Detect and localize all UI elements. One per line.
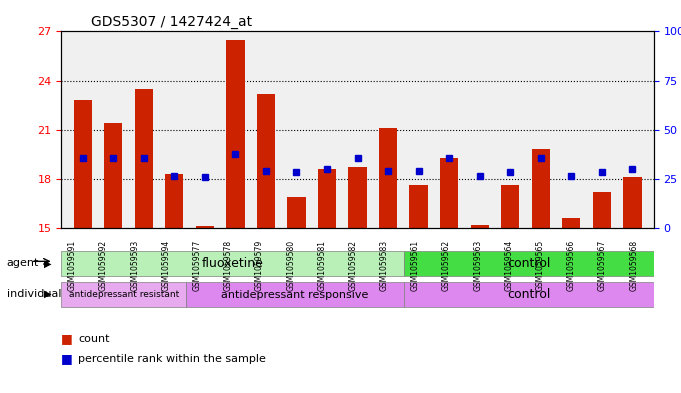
Text: GSM1059591: GSM1059591 bbox=[68, 240, 77, 291]
FancyBboxPatch shape bbox=[405, 251, 654, 276]
Text: GSM1059562: GSM1059562 bbox=[442, 240, 451, 291]
Text: ▶: ▶ bbox=[44, 289, 52, 299]
Text: control: control bbox=[507, 288, 551, 301]
Bar bbox=[501, 185, 520, 228]
Text: GSM1059561: GSM1059561 bbox=[411, 240, 420, 291]
Bar bbox=[623, 177, 642, 228]
Bar bbox=[562, 218, 580, 228]
Bar bbox=[195, 226, 214, 228]
FancyBboxPatch shape bbox=[186, 282, 405, 307]
Bar bbox=[349, 167, 366, 228]
FancyBboxPatch shape bbox=[405, 282, 654, 307]
Bar bbox=[532, 149, 550, 228]
Text: ■: ■ bbox=[61, 332, 73, 345]
Bar bbox=[165, 174, 183, 228]
Text: GSM1059594: GSM1059594 bbox=[161, 240, 170, 291]
Text: GSM1059577: GSM1059577 bbox=[193, 240, 202, 291]
Text: GSM1059582: GSM1059582 bbox=[349, 240, 358, 291]
Text: count: count bbox=[78, 334, 110, 344]
Bar bbox=[409, 185, 428, 228]
Text: percentile rank within the sample: percentile rank within the sample bbox=[78, 354, 266, 364]
Text: GSM1059580: GSM1059580 bbox=[286, 240, 295, 291]
Bar bbox=[440, 158, 458, 228]
Text: GSM1059564: GSM1059564 bbox=[505, 240, 513, 291]
Bar bbox=[471, 225, 489, 228]
Text: GSM1059567: GSM1059567 bbox=[598, 240, 607, 291]
Text: fluoxetine: fluoxetine bbox=[202, 257, 264, 270]
Text: GSM1059563: GSM1059563 bbox=[473, 240, 482, 291]
Text: GSM1059579: GSM1059579 bbox=[255, 240, 264, 291]
Bar bbox=[135, 89, 153, 228]
FancyBboxPatch shape bbox=[61, 251, 405, 276]
Bar bbox=[74, 100, 92, 228]
Bar bbox=[318, 169, 336, 228]
Bar bbox=[287, 197, 306, 228]
Text: GSM1059581: GSM1059581 bbox=[317, 240, 326, 291]
Bar bbox=[592, 192, 611, 228]
Text: antidepressant resistant: antidepressant resistant bbox=[69, 290, 179, 299]
Text: GDS5307 / 1427424_at: GDS5307 / 1427424_at bbox=[91, 15, 252, 29]
Text: ▶: ▶ bbox=[44, 258, 52, 268]
Text: individual: individual bbox=[7, 289, 61, 299]
Text: GSM1059593: GSM1059593 bbox=[130, 240, 139, 291]
Text: GSM1059565: GSM1059565 bbox=[536, 240, 545, 291]
Text: antidepressant responsive: antidepressant responsive bbox=[221, 290, 369, 300]
Text: GSM1059578: GSM1059578 bbox=[224, 240, 233, 291]
Text: GSM1059583: GSM1059583 bbox=[380, 240, 389, 291]
FancyBboxPatch shape bbox=[61, 282, 186, 307]
Text: control: control bbox=[507, 257, 551, 270]
Text: agent: agent bbox=[7, 258, 39, 268]
Bar bbox=[257, 94, 275, 228]
Text: GSM1059592: GSM1059592 bbox=[99, 240, 108, 291]
Bar bbox=[226, 40, 244, 228]
Text: GSM1059568: GSM1059568 bbox=[629, 240, 638, 291]
Text: ■: ■ bbox=[61, 352, 73, 365]
Bar bbox=[104, 123, 123, 228]
Bar bbox=[379, 128, 397, 228]
Text: GSM1059566: GSM1059566 bbox=[567, 240, 576, 291]
